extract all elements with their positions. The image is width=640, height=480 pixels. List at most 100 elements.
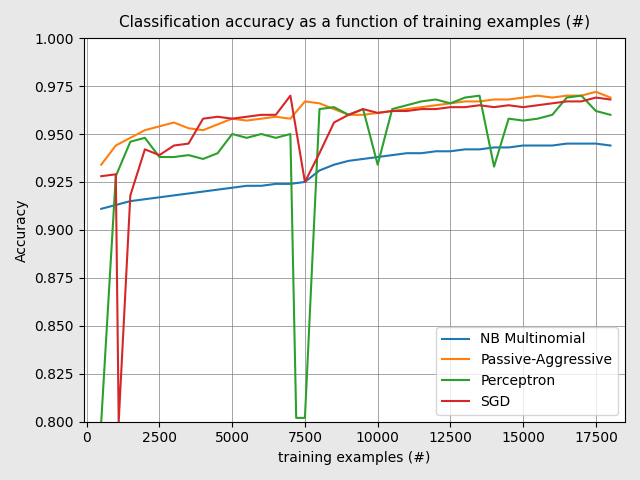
Passive-Aggressive xyxy=(185,125,193,131)
Perceptron xyxy=(359,106,367,112)
NB Multinomial xyxy=(257,183,265,189)
SGD xyxy=(461,104,469,110)
NB Multinomial xyxy=(563,141,571,146)
Perceptron xyxy=(403,102,411,108)
SGD xyxy=(112,171,120,177)
SGD xyxy=(388,108,396,114)
SGD xyxy=(243,114,251,120)
Passive-Aggressive xyxy=(548,95,556,100)
Perceptron xyxy=(374,162,381,168)
SGD xyxy=(127,192,134,198)
NB Multinomial xyxy=(548,143,556,148)
NB Multinomial xyxy=(97,206,105,212)
SGD xyxy=(141,146,148,152)
NB Multinomial xyxy=(330,162,338,168)
Passive-Aggressive xyxy=(272,114,280,120)
NB Multinomial xyxy=(156,194,163,200)
NB Multinomial xyxy=(461,146,469,152)
SGD xyxy=(447,104,454,110)
NB Multinomial xyxy=(199,189,207,194)
Perceptron xyxy=(243,135,251,141)
X-axis label: training examples (#): training examples (#) xyxy=(278,451,431,465)
Passive-Aggressive xyxy=(461,98,469,104)
Passive-Aggressive xyxy=(97,162,105,168)
NB Multinomial xyxy=(592,141,600,146)
SGD xyxy=(228,116,236,121)
NB Multinomial xyxy=(607,143,614,148)
SGD xyxy=(257,112,265,118)
Passive-Aggressive xyxy=(447,100,454,106)
NB Multinomial xyxy=(301,179,308,185)
Passive-Aggressive xyxy=(287,116,294,121)
SGD xyxy=(374,110,381,116)
Perceptron xyxy=(505,116,513,121)
SGD xyxy=(577,98,585,104)
SGD xyxy=(417,106,425,112)
NB Multinomial xyxy=(316,168,323,173)
Perceptron xyxy=(417,98,425,104)
SGD xyxy=(97,173,105,179)
Passive-Aggressive xyxy=(345,112,353,118)
SGD xyxy=(592,95,600,100)
SGD xyxy=(534,102,541,108)
Perceptron xyxy=(141,135,148,141)
SGD xyxy=(476,102,483,108)
NB Multinomial xyxy=(214,187,221,192)
Perceptron xyxy=(563,95,571,100)
Passive-Aggressive xyxy=(388,108,396,114)
NB Multinomial xyxy=(476,146,483,152)
Passive-Aggressive xyxy=(519,95,527,100)
Perceptron xyxy=(316,106,323,112)
Perceptron xyxy=(127,139,134,144)
SGD xyxy=(548,100,556,106)
Passive-Aggressive xyxy=(374,110,381,116)
NB Multinomial xyxy=(534,143,541,148)
NB Multinomial xyxy=(127,198,134,204)
Passive-Aggressive xyxy=(170,120,178,125)
SGD xyxy=(330,120,338,125)
Perceptron xyxy=(287,131,294,137)
Line: Passive-Aggressive: Passive-Aggressive xyxy=(101,92,611,165)
Line: SGD: SGD xyxy=(101,96,611,422)
Perceptron xyxy=(185,152,193,158)
Perceptron xyxy=(592,108,600,114)
SGD xyxy=(156,152,163,158)
Perceptron xyxy=(447,100,454,106)
NB Multinomial xyxy=(185,191,193,196)
NB Multinomial xyxy=(388,152,396,158)
Perceptron xyxy=(534,116,541,121)
Passive-Aggressive xyxy=(592,89,600,95)
SGD xyxy=(607,96,614,102)
Passive-Aggressive xyxy=(607,95,614,100)
SGD xyxy=(519,104,527,110)
Passive-Aggressive xyxy=(112,143,120,148)
Y-axis label: Accuracy: Accuracy xyxy=(15,198,29,262)
Passive-Aggressive xyxy=(505,96,513,102)
NB Multinomial xyxy=(505,144,513,150)
NB Multinomial xyxy=(359,156,367,162)
Line: NB Multinomial: NB Multinomial xyxy=(101,144,611,209)
NB Multinomial xyxy=(374,154,381,160)
NB Multinomial xyxy=(287,181,294,187)
NB Multinomial xyxy=(112,202,120,208)
SGD xyxy=(214,114,221,120)
Passive-Aggressive xyxy=(403,106,411,112)
NB Multinomial xyxy=(490,144,498,150)
NB Multinomial xyxy=(432,148,440,154)
SGD xyxy=(199,116,207,121)
Passive-Aggressive xyxy=(534,93,541,98)
Perceptron xyxy=(272,135,280,141)
SGD xyxy=(272,112,280,118)
NB Multinomial xyxy=(417,150,425,156)
Passive-Aggressive xyxy=(228,116,236,121)
NB Multinomial xyxy=(228,185,236,191)
Passive-Aggressive xyxy=(316,100,323,106)
Passive-Aggressive xyxy=(141,127,148,133)
Title: Classification accuracy as a function of training examples (#): Classification accuracy as a function of… xyxy=(119,15,590,30)
Passive-Aggressive xyxy=(214,121,221,127)
Passive-Aggressive xyxy=(359,112,367,118)
Perceptron xyxy=(292,415,300,421)
Perceptron xyxy=(228,131,236,137)
SGD xyxy=(316,150,323,156)
Perceptron xyxy=(519,118,527,123)
